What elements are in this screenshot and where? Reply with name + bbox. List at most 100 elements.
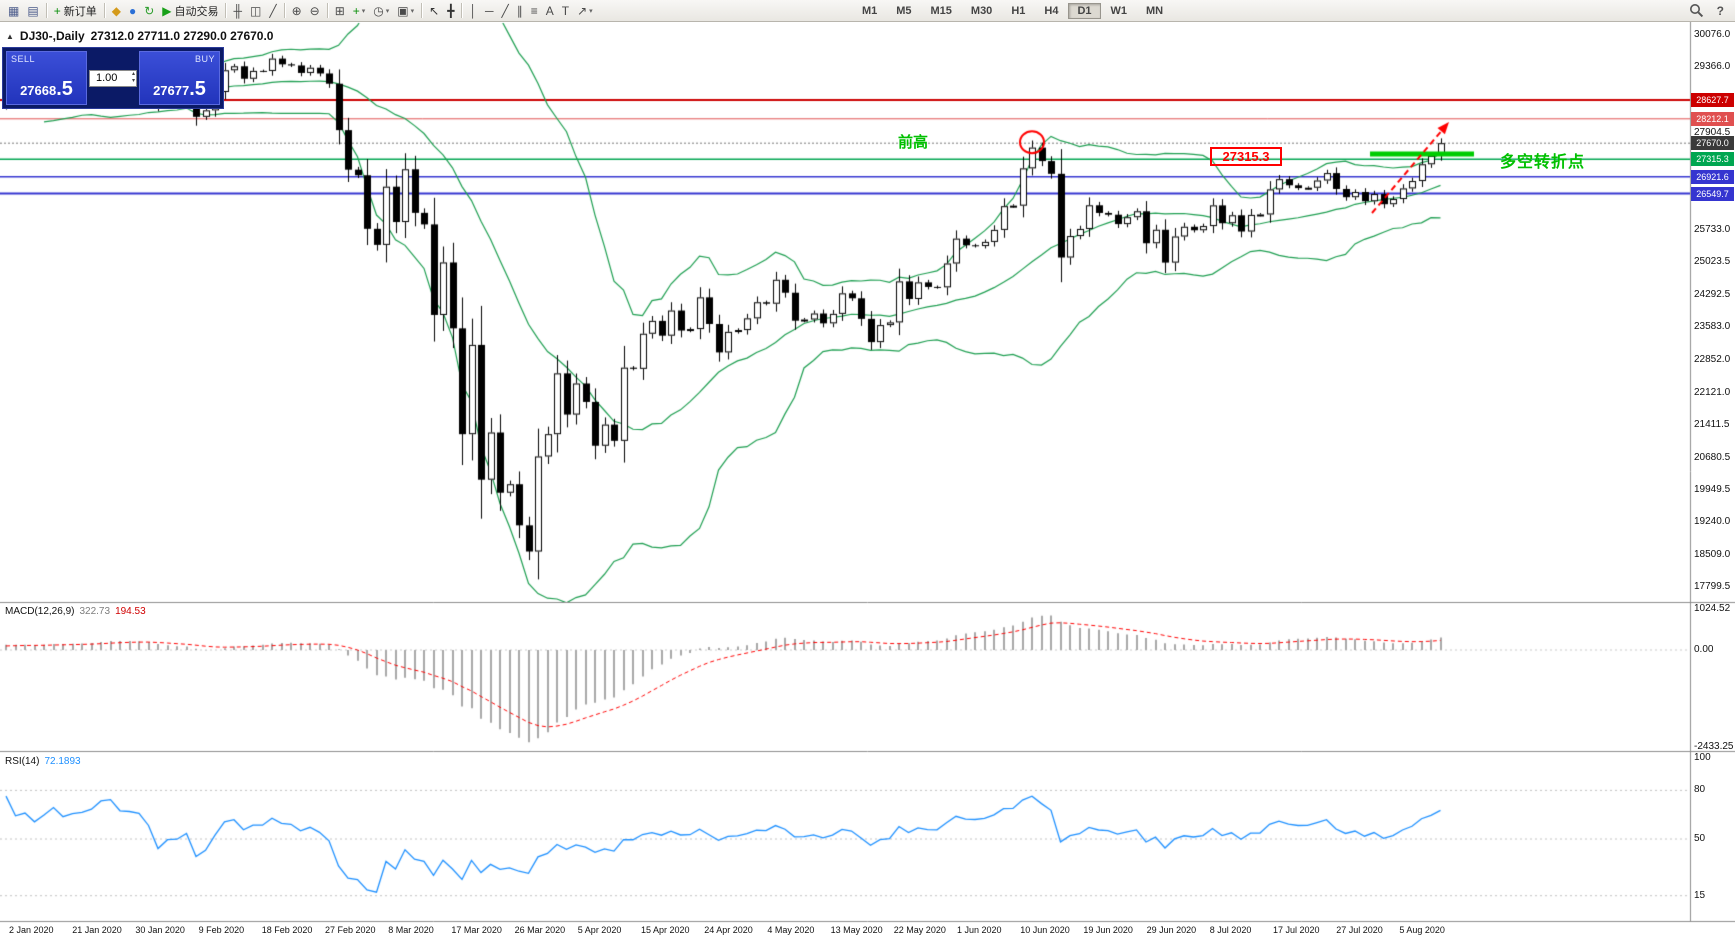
lot-spinner: ▴ ▾ [132,71,135,85]
fibonacci-icon[interactable]: ≡ [527,2,542,20]
date-axis-label: 17 Mar 2020 [451,925,502,935]
timeframe-button-mn[interactable]: MN [1146,4,1164,17]
price-level-box: 26921.6 [1691,169,1734,184]
timeframe-button-h1[interactable]: H1 [1011,4,1026,17]
text-icon: A [545,3,554,18]
refresh-icon: ↻ [144,3,155,18]
date-axis-label: 1 Jun 2020 [957,925,1002,935]
date-axis-label: 2 Jan 2020 [9,925,54,935]
refresh-icon[interactable]: ↻ [140,2,158,20]
buy-button[interactable]: BUY 27677.5 [139,51,220,105]
horizontal-line-icon[interactable]: ─ [481,2,498,20]
rsi-name: RSI(14) [5,756,40,767]
autotrading-button[interactable]: ▶ 自动交易 [158,2,222,20]
zoom-in-icon[interactable]: ⊕ [288,2,306,20]
trendline-icon[interactable]: ╱ [497,2,512,20]
tile-windows-icon: ⊞ [334,3,345,18]
periods-icon: ◷ [373,3,384,18]
chevron-down-icon: ▾ [589,7,593,15]
cursor-icon: ↖ [429,3,440,18]
timeframe-button-m1[interactable]: M1 [861,4,878,17]
price-axis-label: 29366.0 [1694,60,1731,72]
periods-button[interactable]: ◷ ▾ [369,2,393,20]
chart-symbol-period: DJ30-,Daily [19,29,85,43]
toolbar-separator [326,3,328,18]
timeframe-button-m5[interactable]: M5 [896,4,912,17]
help-button[interactable]: ? [1716,3,1724,18]
lot-size-input[interactable]: 1.00 ▴ ▾ [89,69,137,87]
arrows-icon[interactable]: ↗ ▾ [573,2,597,20]
macd-axis-label: 0.00 [1694,644,1714,655]
zoom-out-icon[interactable]: ⊖ [306,2,324,20]
line-chart-icon[interactable]: ╱ [265,2,280,20]
vertical-line-icon[interactable]: │ [465,2,481,20]
new-chart-icon[interactable]: ▦ [4,2,23,20]
templates-button[interactable]: ▣ ▾ [393,2,418,20]
new-order-button[interactable]: + 新订单 [50,2,101,20]
lot-size-area: 1.00 ▴ ▾ [89,51,137,105]
chevron-down-icon: ▾ [385,7,390,15]
indicators-icon: + [352,3,360,18]
date-axis-label: 19 Jun 2020 [1083,925,1133,935]
timeframe-button-d1[interactable]: D1 [1068,2,1101,19]
date-axis-label: 21 Jan 2020 [72,925,122,935]
annotation-pivot-point[interactable]: 多空转折点 [1500,154,1586,171]
timeframe-button-w1[interactable]: W1 [1110,4,1128,17]
channel-icon: ∥ [516,3,523,18]
macd-name: MACD(12,26,9) [5,606,75,617]
candlestick-chart-icon[interactable]: ◫ [246,2,265,20]
profiles-icon[interactable]: ▤ [23,2,42,20]
sell-button[interactable]: SELL 27668.5 [6,51,87,105]
date-axis-label: 26 Mar 2020 [514,925,566,935]
fibonacci-icon: ≡ [530,3,538,18]
price-axis-label: 25023.5 [1694,256,1731,268]
new-order-button-label: 新订单 [63,5,97,18]
tile-windows-icon[interactable]: ⊞ [331,2,349,20]
timeframe-button-h4[interactable]: H4 [1044,4,1059,17]
cursor-icon[interactable]: ↖ [425,2,443,20]
price-axis-label: 27904.5 [1694,126,1731,138]
rsi-axis-label: 50 [1694,833,1706,844]
crosshair-icon[interactable]: ╋ [443,2,458,20]
label-icon[interactable]: T [558,2,573,20]
zoom-out-icon: ⊖ [309,3,320,18]
chart-canvas[interactable] [0,22,1735,941]
annotation-previous-high[interactable]: 前高 [898,134,929,151]
date-axis-label: 5 Apr 2020 [577,925,622,935]
lot-size-value: 1.00 [96,72,118,84]
price-axis-label: 20680.5 [1694,451,1731,463]
rsi-axis-label: 15 [1694,889,1706,901]
search-button[interactable] [1685,2,1708,20]
macd-signal-value: 194.53 [115,606,146,617]
price-level-box: 27670.0 [1691,136,1734,151]
price-axis-label: 22852.0 [1694,353,1731,365]
price-axis-label: 19240.0 [1694,516,1731,528]
date-axis-label: 15 Apr 2020 [641,925,690,935]
sell-price: 27668.5 [20,78,73,100]
annotation-price-tag[interactable]: 27315.3 [1210,147,1282,166]
bar-chart-icon[interactable]: ╫ [229,2,246,20]
timeframe-toolbar: M1 M5 M15 M30 H1 H4 D1 W1 MN [853,2,1172,19]
chart-title: ▲ DJ30-,Daily 27312.0 27711.0 27290.0 27… [6,29,273,43]
lot-increase-button[interactable]: ▴ [131,70,135,77]
channel-icon[interactable]: ∥ [513,2,527,20]
price-level-box: 28627.7 [1691,93,1734,108]
price-axis-label: 30076.0 [1694,28,1731,40]
toolbar-separator [421,3,423,18]
indicators-button[interactable]: + ▾ [349,2,370,20]
one-click-collapse-icon[interactable]: ▲ [6,31,14,41]
text-icon[interactable]: A [542,2,558,20]
deposit-icon[interactable]: ◆ [108,2,125,20]
buy-price: 27677.5 [153,78,206,100]
timeframe-button-m30[interactable]: M30 [970,4,993,17]
timeframe-button-m15[interactable]: M15 [930,4,952,17]
lot-decrease-button[interactable]: ▾ [131,77,135,84]
crosshair-icon: ╋ [447,3,455,18]
community-icon[interactable]: ● [125,2,140,20]
toolbar-right-group: ? [1685,2,1728,20]
price-axis-label: 19949.5 [1694,484,1731,496]
trendline-icon: ╱ [501,3,509,18]
price-level-box: 27315.3 [1691,152,1734,167]
price-axis-label: 21411.5 [1694,418,1730,430]
zoom-in-icon: ⊕ [291,3,302,18]
